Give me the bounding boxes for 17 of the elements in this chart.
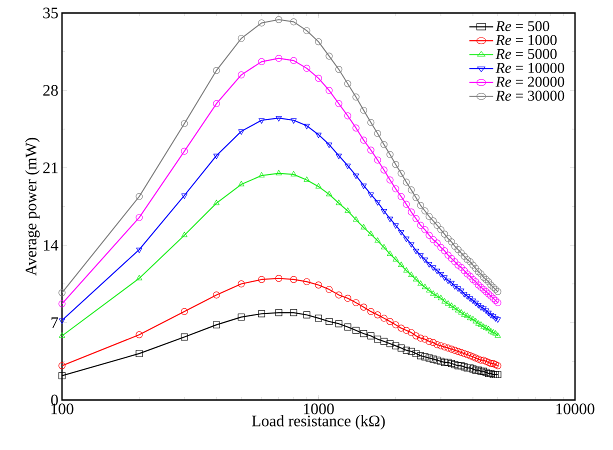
y-axis-title: Average power (mW) bbox=[25, 138, 40, 276]
y-tick-label: 14 bbox=[44, 240, 58, 250]
y-tick-label: 28 bbox=[43, 85, 58, 96]
legend-label: Re = 10000 bbox=[496, 62, 564, 73]
x-tick-label: 10000 bbox=[556, 404, 594, 414]
x-tick-label: 1000 bbox=[304, 404, 334, 414]
y-tick-label: 35 bbox=[43, 8, 58, 18]
x-axis-title: Load resistance (kΩ) bbox=[252, 415, 385, 430]
y-tick-label: 0 bbox=[51, 394, 58, 406]
legend-label: Re = 5000 bbox=[496, 48, 557, 59]
y-tick-label: 7 bbox=[52, 317, 58, 328]
legend-label: Re = 1000 bbox=[496, 34, 557, 46]
x-tick-label: 100 bbox=[51, 404, 74, 414]
legend-label: Re = 500 bbox=[496, 21, 550, 32]
legend-label: Re = 30000 bbox=[496, 90, 564, 101]
legend-label: Re = 20000 bbox=[496, 76, 564, 87]
y-tick-label: 21 bbox=[43, 162, 58, 174]
